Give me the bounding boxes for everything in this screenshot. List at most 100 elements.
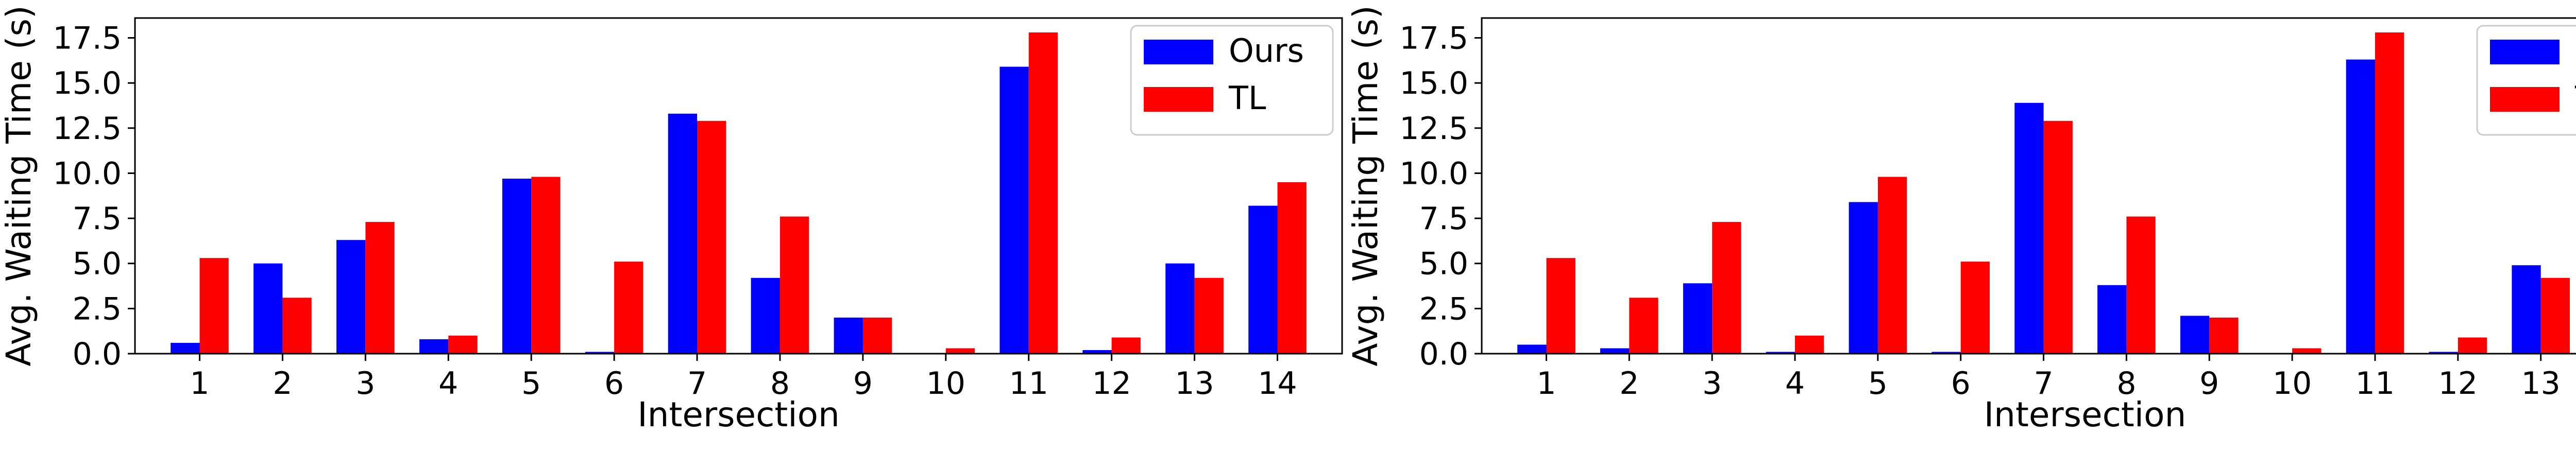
bar-ours-12 [2429, 352, 2458, 354]
bar-tl-2 [1629, 298, 1658, 354]
y-tick-label: 0.0 [1419, 336, 1468, 372]
legend-swatch-ours [2490, 40, 2560, 64]
x-tick-label: 4 [1785, 366, 1805, 402]
bar-ours-9 [834, 317, 863, 354]
bar-ours-3 [1683, 283, 1713, 354]
y-tick-label: 2.5 [73, 291, 122, 327]
bar-ours-7 [668, 113, 697, 354]
bar-tl-12 [1111, 337, 1141, 354]
bar-tl-3 [365, 222, 395, 354]
x-tick-label: 12 [1092, 366, 1131, 402]
y-tick-label: 2.5 [1419, 291, 1468, 327]
chart-panel-1: 0.02.55.07.510.012.515.017.51 2 3 4 5 6 7 8 9 10 1… [0, 5, 1343, 434]
legend-swatch-tl [2490, 87, 2560, 112]
y-tick-label: 5.0 [73, 246, 122, 282]
x-tick-label: 2 [273, 366, 292, 402]
chart-panel-2: 0.02.55.07.510.012.515.017.51 2 3 4 5 6 7 8 9 10 1… [1346, 5, 2576, 434]
y-tick-label: 10.0 [1399, 155, 1468, 192]
bar-ours-5 [502, 179, 532, 354]
bar-tl-13 [2540, 277, 2570, 354]
y-tick-label: 15.0 [53, 65, 122, 101]
y-tick-label: 5.0 [1419, 246, 1468, 282]
bar-tl-4 [448, 335, 478, 354]
legend-swatch-tl [1144, 87, 1213, 112]
bar-tl-11 [1028, 32, 1058, 354]
bar-ours-14 [1248, 205, 1278, 354]
y-axis-label: Avg. Waiting Time (s) [1346, 5, 1385, 366]
x-tick-label: 3 [1702, 366, 1722, 402]
bar-ours-9 [2180, 316, 2210, 354]
y-axis-label: Avg. Waiting Time (s) [0, 5, 39, 366]
legend: Ours TL [2476, 25, 2576, 136]
plot-frame [134, 17, 1343, 355]
bar-ours-1 [1517, 344, 1547, 354]
bar-ours-7 [2014, 102, 2044, 354]
x-tick-label: 8 [2116, 366, 2136, 402]
x-tick-label: 14 [1258, 366, 1297, 402]
y-tick-label: 7.5 [73, 201, 122, 237]
y-tick-label: 12.5 [1399, 111, 1468, 147]
legend-label-ours: Ours [2575, 32, 2576, 69]
bar-tl-6 [1960, 262, 1990, 354]
bar-ours-13 [1165, 263, 1195, 354]
legend-label-tl: TL [1228, 79, 1266, 117]
bar-tl-8 [2126, 216, 2156, 354]
bar-tl-1 [1546, 258, 1575, 354]
bar-tl-3 [1712, 222, 1741, 354]
y-tick-label: 15.0 [1399, 65, 1468, 101]
y-tick-label: 0.0 [73, 336, 122, 372]
bar-ours-5 [1849, 202, 1878, 354]
x-tick-label: 11 [2355, 366, 2395, 402]
legend: Ours TL [1130, 25, 1334, 136]
bar-ours-6 [1931, 352, 1961, 354]
bar-ours-12 [1082, 350, 1112, 354]
x-tick-label: 9 [2199, 366, 2219, 402]
x-tick-label: 10 [926, 366, 965, 402]
x-tick-label: 1 [1536, 366, 1556, 402]
bar-tl-11 [2375, 32, 2404, 354]
bar-ours-6 [585, 352, 615, 354]
bar-tl-5 [1877, 177, 1907, 354]
bar-tl-7 [2043, 120, 2073, 354]
plot-frame [1481, 17, 2576, 355]
x-tick-label: 10 [2273, 366, 2312, 402]
y-tick-label: 10.0 [53, 155, 122, 192]
x-tick-label: 6 [604, 366, 624, 402]
bar-ours-8 [751, 277, 780, 354]
y-tick-label: 7.5 [1419, 201, 1468, 237]
bar-ours-13 [2512, 265, 2541, 354]
bar-tl-5 [531, 177, 561, 354]
bar-tl-2 [282, 298, 312, 354]
bar-ours-4 [1766, 352, 1795, 354]
x-axis-label: Intersection [1984, 395, 2187, 434]
x-tick-label: 13 [2521, 366, 2561, 402]
x-tick-label: 9 [853, 366, 873, 402]
bar-ours-2 [1600, 348, 1630, 354]
x-tick-label: 2 [1619, 366, 1639, 402]
bar-tl-10 [2292, 348, 2321, 354]
x-axis-label: Intersection [637, 395, 840, 434]
bar-tl-8 [780, 216, 809, 354]
x-tick-label: 5 [1868, 366, 1888, 402]
x-tick-label: 4 [438, 366, 458, 402]
bar-ours-8 [2097, 285, 2127, 354]
bar-ours-3 [336, 240, 366, 354]
bar-tl-9 [2209, 317, 2239, 354]
bar-ours-11 [2346, 59, 2375, 354]
y-tick-label: 17.5 [53, 21, 122, 57]
x-tick-label: 12 [2438, 366, 2478, 402]
bar-ours-2 [253, 263, 283, 354]
legend-label-ours: Ours [1229, 32, 1304, 69]
x-tick-label: 3 [355, 366, 375, 402]
y-tick-label: 12.5 [53, 111, 122, 147]
x-tick-label: 13 [1175, 366, 1214, 402]
bar-tl-6 [614, 262, 643, 354]
legend-swatch-ours [1144, 40, 1213, 64]
x-tick-label: 7 [2033, 366, 2053, 402]
bar-tl-4 [1795, 335, 1824, 354]
bar-tl-13 [1194, 277, 1224, 354]
x-tick-label: 7 [687, 366, 707, 402]
x-tick-label: 1 [190, 366, 209, 402]
x-tick-label: 6 [1951, 366, 1971, 402]
